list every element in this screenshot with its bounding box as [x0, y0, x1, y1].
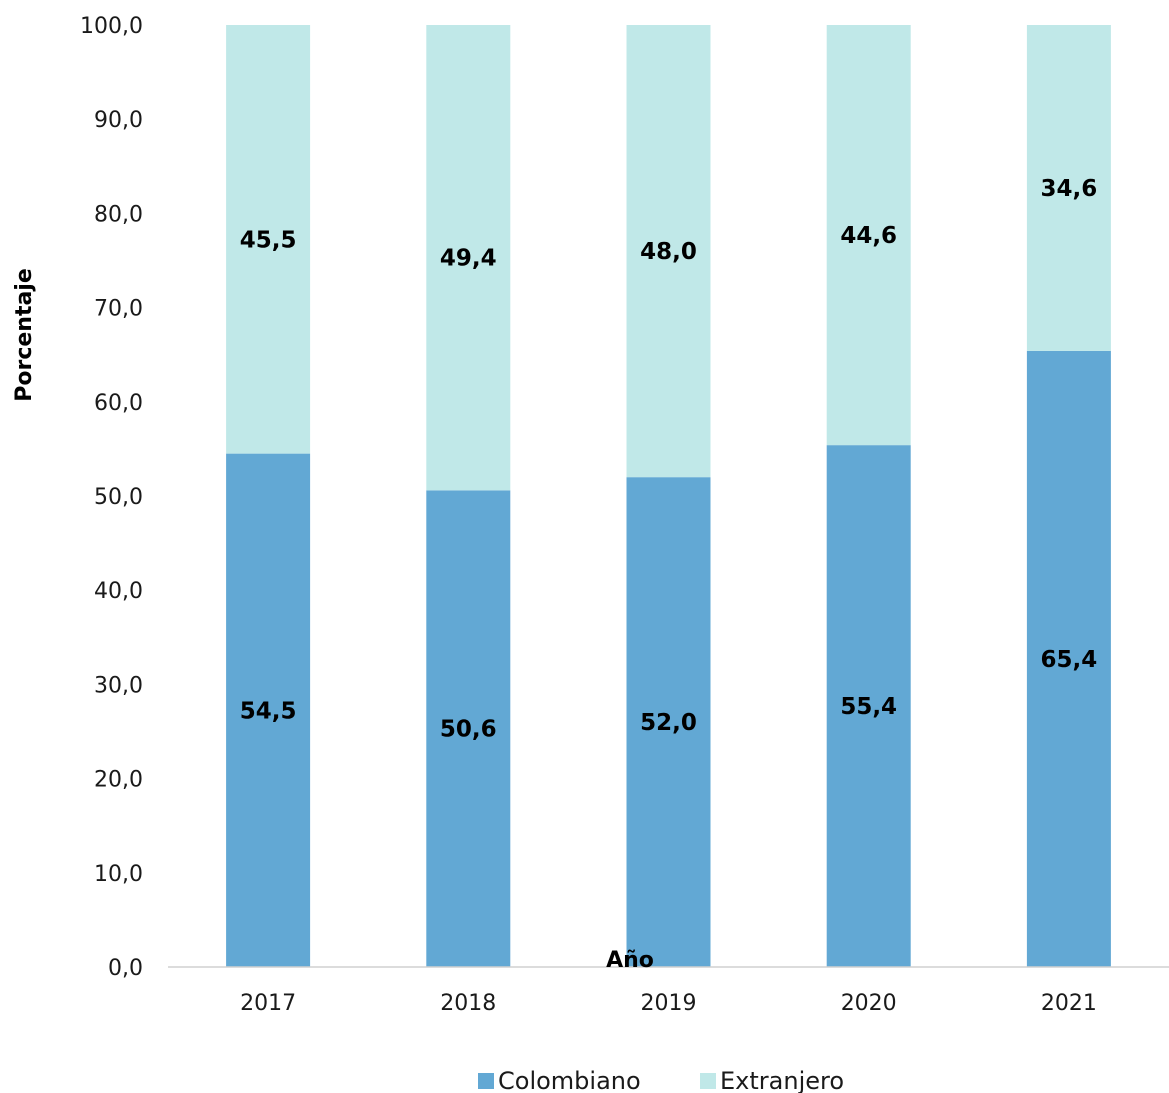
bar-colombiano-2020: [826, 445, 911, 968]
data-label-extranjero-2021: 34,6: [1041, 176, 1098, 202]
bars: [226, 25, 1111, 968]
data-label-colombiano-2018: 50,6: [440, 717, 497, 743]
legend-swatch-extranjero: [700, 1073, 716, 1089]
x-tick-label: 2018: [440, 991, 496, 1016]
data-label-extranjero-2019: 48,0: [640, 239, 697, 265]
bar-extranjero-2017: [226, 25, 311, 454]
bar-colombiano-2017: [226, 453, 311, 967]
legend: Colombiano Extranjero: [478, 1067, 844, 1093]
y-tick-label: 70,0: [94, 297, 143, 322]
data-label-extranjero-2020: 44,6: [840, 223, 897, 249]
y-tick-label: 0,0: [108, 956, 143, 981]
bar-extranjero-2019: [626, 25, 711, 478]
data-label-extranjero-2018: 49,4: [440, 246, 497, 272]
legend-label-extranjero: Extranjero: [720, 1067, 844, 1093]
bar-colombiano-2018: [426, 490, 511, 967]
data-label-colombiano-2017: 54,5: [240, 698, 297, 724]
data-label-colombiano-2019: 52,0: [640, 710, 697, 736]
bar-colombiano-2021: [1026, 350, 1111, 967]
x-tick-label: 2021: [1041, 991, 1097, 1016]
y-tick-label: 60,0: [94, 391, 143, 416]
y-tick-label: 20,0: [94, 768, 143, 793]
x-axis-title: Año: [606, 948, 654, 973]
bar-extranjero-2018: [426, 25, 511, 491]
y-tick-label: 40,0: [94, 579, 143, 604]
bar-extranjero-2020: [826, 25, 911, 446]
y-tick-label: 100,0: [80, 14, 143, 39]
data-labels: 54,5 45,5 50,6 49,4 52,0 48,0 55,4 44,6 65,4 34,6: [240, 176, 1098, 743]
bar-colombiano-2019: [626, 477, 711, 967]
data-label-colombiano-2020: 55,4: [840, 694, 897, 720]
y-tick-label: 90,0: [94, 108, 143, 133]
y-tick-label: 30,0: [94, 673, 143, 698]
data-label-extranjero-2017: 45,5: [240, 227, 297, 253]
y-tick-label: 50,0: [94, 485, 143, 510]
x-tick-label: 2017: [240, 991, 296, 1016]
y-axis-tick-labels: 0,0 10,0 20,0 30,0 40,0 50,0 60,0 70,0 80,0 90,0 1…: [80, 14, 143, 981]
legend-swatch-colombiano: [478, 1073, 494, 1089]
legend-label-colombiano: Colombiano: [498, 1067, 641, 1093]
bar-extranjero-2021: [1026, 25, 1111, 351]
y-axis-title: Porcentaje: [12, 268, 37, 402]
y-tick-label: 10,0: [94, 862, 143, 887]
y-tick-label: 80,0: [94, 202, 143, 227]
data-label-colombiano-2021: 65,4: [1041, 647, 1098, 673]
x-tick-label: 2020: [841, 991, 897, 1016]
x-axis-tick-labels: 2017 2018 2019 2020 2021: [240, 991, 1097, 1016]
x-tick-label: 2019: [641, 991, 697, 1016]
